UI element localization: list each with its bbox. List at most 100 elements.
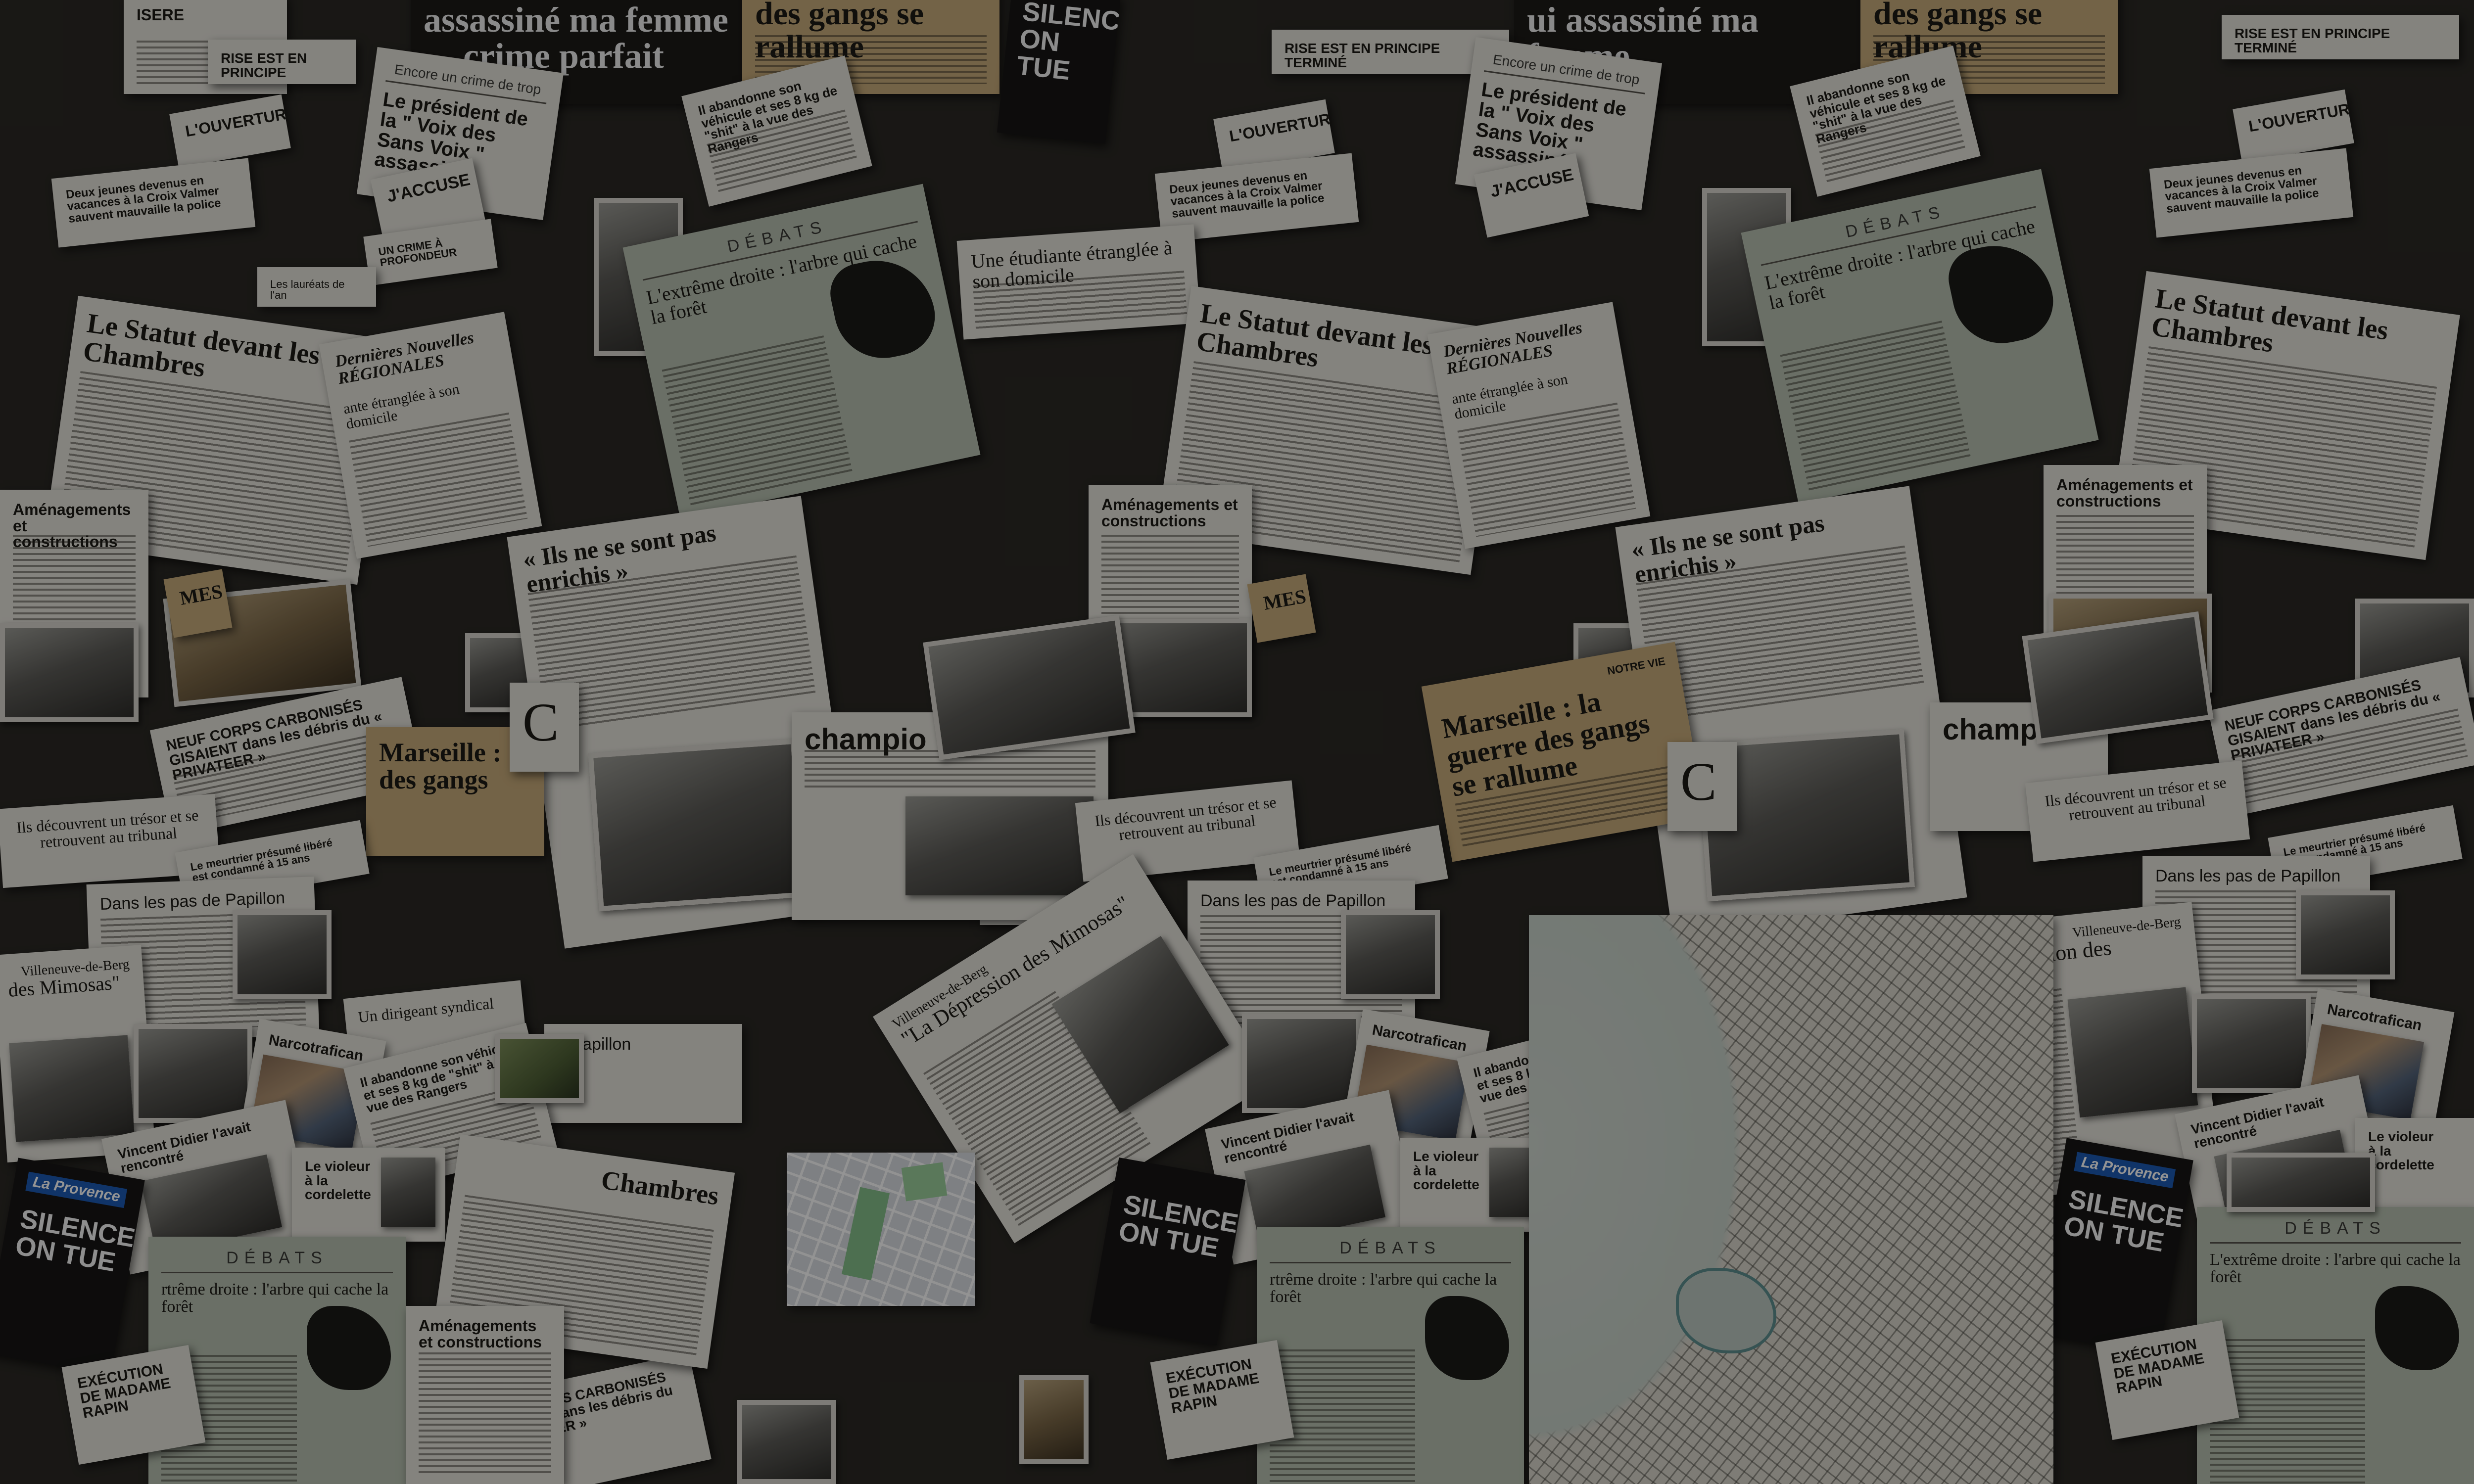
headline-mes: MES [178,580,224,609]
old-city-map-image [1529,915,2053,1484]
photo-police-arrest-repeat [1242,1014,1361,1113]
headline-la-provence: La Provence [25,1171,128,1208]
headline-deux-jeunes-repeat: Deux jeunes devenus en vacances à la Cro… [1168,169,1325,221]
clipping-big-c-repeat: C [1667,742,1737,831]
headline-champion: champio [805,723,927,756]
headline-big-c-repeat: C [1680,751,1717,812]
photo-group-left [0,623,139,722]
photo-man-microphone [588,739,807,912]
headline-amenagements-repeat: Aménagements et constructions [1101,496,1238,530]
headline-amenagements-right: Aménagements et constructions [2056,476,2193,510]
headline-amenagements-bottom: Aménagements et constructions [419,1317,542,1351]
photo-violeur [381,1158,435,1227]
headline-jaccuse-repeat: J'ACCUSE [1488,165,1575,201]
kicker-debats-bottom-center: DÉBATS [1270,1239,1511,1263]
clipping-debats-extreme-droite-repeat: DÉBATS L'extrême droite : l'arbre qui ca… [1741,169,2099,504]
clipping-deux-jeunes: Deux jeunes devenus en vacances à la Cro… [51,158,256,248]
headline-tresor-repeat: Ils découvrent un trésor et se retrouven… [16,806,199,851]
headline-execution: EXÉCUTION DE MADAME RAPIN [76,1360,172,1422]
kicker-debats-bottom-right: DÉBATS [2210,1219,2461,1244]
clipping-dernieres-nouvelles: Dernières Nouvelles RÉGIONALES ante étra… [319,312,542,559]
headline-silence-on-tue: SILENCE ON TUE [13,1204,138,1277]
headline-extreme-droite-bottom-2: rtrême droite : l'arbre qui cache la for… [1270,1270,1497,1306]
headline-extreme-droite-bottom-3: L'extrême droite : l'arbre qui cache la … [2210,1251,2461,1286]
headline-extreme-droite-bottom: rtrême droite : l'arbre qui cache la for… [161,1280,389,1316]
headline-la-provence-right: La Provence [2074,1152,2176,1188]
photo-police-arrest [134,1024,252,1123]
clipping-gangs-top: des gangs se rallume [742,0,999,94]
photo-portrait-bottom [1019,1375,1089,1464]
clipping-big-c: C [510,683,579,772]
headline-big-c: C [523,692,559,752]
clipping-debats-bottom-right: DÉBATS L'extrême droite : l'arbre qui ca… [2197,1207,2474,1484]
headline-papillon-right: Dans les pas de Papillon [2155,867,2341,885]
photo-group-bottom-right [2227,1153,2375,1212]
headline-mes-repeat: MES [1261,585,1308,614]
headline-crise-termine-right: RISE EST EN PRINCIPE TERMINÉ [2235,26,2390,55]
headline-tresor-right: Ils découvrent un trésor et se retrouven… [2044,773,2228,824]
headline-execution-repeat: EXÉCUTION DE MADAME RAPIN [1165,1355,1261,1417]
headline-tresor: Ils découvrent un trésor et se retrouven… [1094,793,1278,844]
clipping-crise-termine: RISE EST EN PRINCIPE TERMINÉ [1272,30,1509,74]
headline-violeur-repeat: Le violeur à la cordelette [1413,1149,1479,1193]
clipping-mimosas-left: Villeneuve-de-Berg des Mimosas" [0,945,156,1162]
headline-ouverture-repeat: L'OUVERTURE [1228,108,1335,145]
headline-marseille-left: Marseille : des gangs [379,738,502,795]
old-map-port [1675,1268,1776,1353]
article-text-lines [662,335,853,507]
headline-violeur-right: Le violeur à la cordelette [2368,1129,2434,1173]
lion-emblem-icon [2375,1286,2459,1370]
headline-deux-jeunes-right: Deux jeunes devenus en vacances à la Cro… [2163,164,2320,216]
article-text-lines [1457,403,1636,537]
headline-ouverture: L'OUVERTURE [184,103,291,140]
clipping-debats-bottom-left: DÉBATS rtrême droite : l'arbre qui cache… [148,1237,406,1484]
headline-laureats: Les lauréats de l'an [270,278,345,302]
street-map-image [787,1153,975,1306]
headline-gangs-top: des gangs se rallume [755,0,924,63]
clipping-silence-on-tue: La Provence SILENCE ON TUE [0,1158,145,1375]
headline-deux-jeunes: Deux jeunes devenus en vacances à la Cro… [65,174,222,226]
photo-cannabis-leaf [495,1034,584,1103]
headline-silence-top: SILENCE ON TUE [1015,0,1121,86]
photo-man-writing-repeat [1341,910,1440,999]
clipping-silence-on-tue-center: SILENCE ON TUE [1090,1158,1246,1345]
headline-papillon-repeat: Dans les pas de Papillon [1200,891,1386,910]
lion-emblem-icon [307,1306,391,1390]
clipping-laureats: Les lauréats de l'an [257,267,376,307]
headline-violeur: Le violeur à la cordelette [305,1159,371,1203]
clipping-mes: MES [163,569,233,638]
clipping-etudiante: Une étudiante étranglée à son domicile [956,224,1201,340]
clipping-silence-top: SILENCE ON TUE [997,0,1121,144]
clipping-dernieres-nouvelles-repeat: Dernières Nouvelles RÉGIONALES ante étra… [1427,302,1651,549]
headline-crise-termine: RISE EST EN PRINCIPE TERMINÉ [1285,41,1440,70]
clipping-amenagements-bottom: Aménagements et constructions [406,1306,564,1484]
photo-man-writing-right [2296,890,2395,979]
article-text-lines [1780,320,1971,492]
street-map-park [842,1187,890,1281]
street-map-park-2 [901,1162,947,1202]
clipping-violeur-right: Le violeur à la cordelette [2355,1118,2474,1212]
photo-man-thinking-left [9,1035,135,1142]
headline-papillon: Dans les pas de Papillon [99,888,285,914]
headline-crise-principe: RISE EST EN PRINCIPE [221,50,307,80]
kicker-debats-bottom-left: DÉBATS [161,1249,393,1273]
headline-ouverture-right: L'OUVERTURE [2247,98,2354,136]
headline-jaccuse: J'ACCUSE [385,170,472,206]
clipping-ouverture: L'OUVERTURE [169,94,291,168]
clipping-deux-jeunes-right: Deux jeunes devenus en vacances à la Cro… [2149,148,2354,238]
clipping-mes-repeat: MES [1247,574,1316,643]
clipping-violeur: Le violeur à la cordelette [292,1148,445,1242]
photo-police-arrest-right [2192,994,2311,1093]
article-text-lines [419,1352,551,1474]
headline-isere: ISERE [137,6,185,24]
article-text-lines [1270,1349,1415,1484]
clipping-crise-termine-right: RISE EST EN PRINCIPE TERMINÉ [2222,15,2459,59]
article-text-lines [349,413,528,547]
clipping-neuf-corps-repeat: NEUF CORPS CARBONISÉS GISAIENT dans les … [2208,657,2474,817]
headline-un-crime: UN CRIME À PROFONDEUR [378,236,458,269]
headline-assassine: assassiné ma femme [424,0,728,40]
photo-man-writing [233,910,332,999]
old-map-sea [1529,915,1770,1484]
headline-amenagements: Aménagements et constructions [13,501,131,550]
